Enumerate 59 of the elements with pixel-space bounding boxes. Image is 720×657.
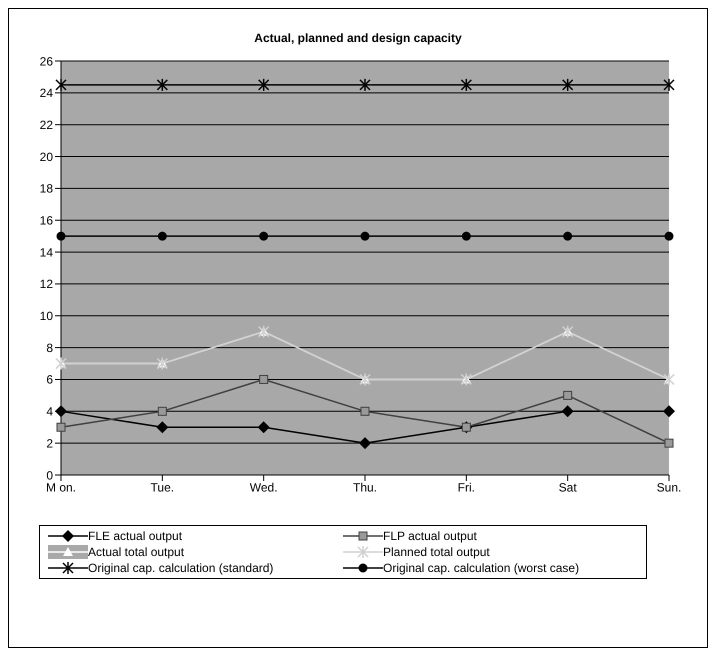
point xyxy=(563,390,572,400)
point xyxy=(258,324,270,338)
point xyxy=(156,421,168,434)
legend-label: FLP actual output xyxy=(383,529,477,543)
y-tick-label: 4 xyxy=(46,404,54,419)
y-tick-label: 14 xyxy=(40,245,54,260)
point xyxy=(562,78,574,92)
point xyxy=(359,437,371,450)
x-tick-label: Sun. xyxy=(656,480,682,495)
legend-label: Original cap. calculation (standard) xyxy=(88,561,274,575)
point xyxy=(55,356,67,370)
point xyxy=(156,78,168,92)
y-tick-label: 0 xyxy=(46,468,54,482)
legend-label: FLE actual output xyxy=(88,529,182,543)
legend-label: Actual total output xyxy=(88,545,184,559)
point xyxy=(258,78,270,92)
chart-title: Actual, planned and design capacity xyxy=(253,31,463,45)
point xyxy=(562,405,574,418)
x-tick-label: Tue. xyxy=(150,480,174,495)
y-tick-label: 20 xyxy=(40,150,54,164)
point xyxy=(158,232,167,241)
point xyxy=(563,232,572,241)
point xyxy=(360,232,370,241)
point xyxy=(664,438,674,448)
point xyxy=(462,232,471,241)
y-tick-label: 8 xyxy=(46,340,54,355)
point xyxy=(359,78,371,92)
legend-label: Planned total output xyxy=(383,545,490,559)
x-tick-label: Thu. xyxy=(352,480,378,495)
point xyxy=(55,405,67,418)
point xyxy=(460,78,472,92)
y-tick-label: 2 xyxy=(46,436,54,450)
point xyxy=(56,422,66,432)
y-tick-label: 26 xyxy=(40,54,54,68)
point xyxy=(359,372,371,386)
point xyxy=(663,405,675,418)
y-tick-label: 16 xyxy=(40,213,54,228)
point xyxy=(663,372,675,386)
legend-label: Original cap. calculation (worst case) xyxy=(383,561,580,575)
y-tick-label: 18 xyxy=(40,182,54,196)
point xyxy=(156,356,168,370)
point xyxy=(460,372,472,386)
point xyxy=(56,232,66,241)
point xyxy=(562,324,574,338)
y-tick-label: 22 xyxy=(40,118,54,132)
x-tick-label: M on. xyxy=(46,480,76,495)
point xyxy=(158,406,167,416)
point xyxy=(258,421,270,434)
y-tick-label: 24 xyxy=(40,86,54,100)
point xyxy=(360,406,370,416)
point xyxy=(259,232,268,241)
point xyxy=(664,232,674,241)
x-tick-label: Wed. xyxy=(250,480,278,495)
x-tick-label: Sat xyxy=(558,480,578,495)
y-tick-label: 6 xyxy=(46,372,54,387)
y-tick-label: 10 xyxy=(40,309,54,324)
x-tick-label: Fri. xyxy=(458,480,475,495)
y-tick-label: 12 xyxy=(40,277,54,292)
point xyxy=(259,374,268,384)
